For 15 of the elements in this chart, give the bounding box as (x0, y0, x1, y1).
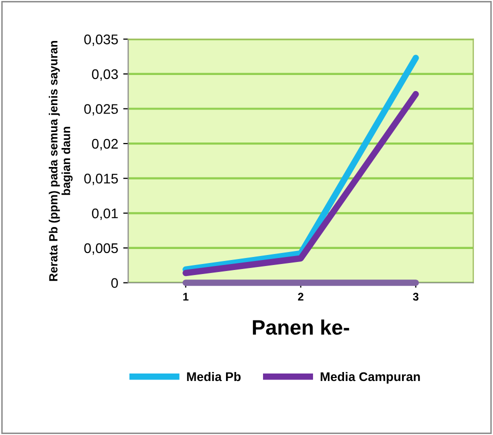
y-tick-label: 0,035 (84, 34, 118, 46)
legend-label: Media Pb (187, 372, 241, 382)
y-tick-label: 0,03 (92, 69, 118, 81)
x-tick-label: 2 (298, 292, 304, 301)
y-tick-label: 0,015 (84, 174, 118, 186)
legend-label: Media Campuran (320, 372, 420, 384)
y-tick-label: 0,005 (84, 243, 118, 255)
x-tick-label: 1 (183, 292, 188, 301)
y-tick-label: 0,01 (92, 208, 118, 220)
y-axis-title: Rerata Pb (ppm) pada semua jenis sayuran bagian daun (48, 40, 73, 281)
y-tick-label: 0,025 (84, 104, 118, 116)
y-tick-label: 0,02 (92, 138, 118, 150)
y-tick-label: 0 (111, 278, 118, 288)
x-tick-label: 3 (412, 292, 418, 301)
x-axis-title: Panen ke- (252, 319, 350, 335)
